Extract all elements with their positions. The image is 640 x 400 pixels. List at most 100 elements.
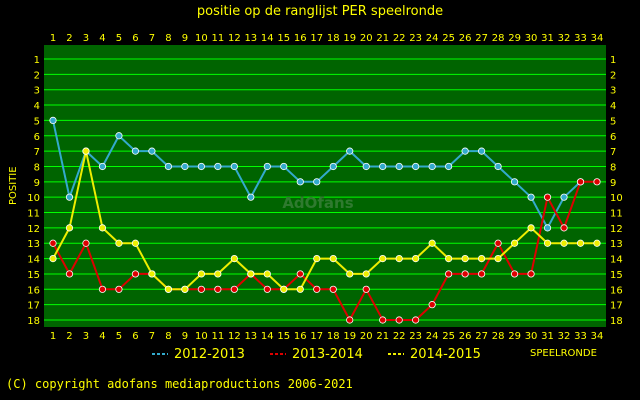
legend-item-2012-2013: 2012-2013 — [152, 346, 245, 362]
data-point-2014-2015 — [82, 147, 90, 155]
data-point-2013-2014 — [461, 270, 469, 278]
x-tick-label-top: 28 — [492, 33, 505, 44]
x-tick-label-bottom: 16 — [294, 331, 307, 342]
data-point-2012-2013 — [329, 162, 337, 171]
x-tick-label-bottom: 13 — [244, 331, 257, 342]
x-tick-label-bottom: 14 — [261, 331, 274, 342]
x-tick-label-top: 17 — [310, 33, 323, 44]
data-point-2012-2013 — [445, 162, 453, 171]
data-point-2012-2013 — [362, 162, 370, 171]
legend-label-2012-2013: 2012-2013 — [174, 346, 245, 362]
x-tick-label-bottom: 31 — [541, 331, 554, 342]
data-point-2014-2015 — [560, 239, 568, 247]
data-point-2012-2013 — [395, 162, 403, 171]
data-point-2012-2013 — [379, 162, 387, 171]
x-tick-label-top: 10 — [195, 33, 208, 44]
x-tick-label-top: 1 — [50, 33, 56, 44]
y-tick-label-left: 14 — [27, 255, 40, 266]
data-point-2013-2014 — [543, 193, 552, 201]
y-tick-label-right: 14 — [610, 255, 623, 266]
x-tick-label-bottom: 25 — [442, 331, 455, 342]
x-tick-label-bottom: 20 — [360, 331, 373, 342]
x-tick-label-bottom: 17 — [310, 331, 323, 342]
y-tick-label-left: 9 — [34, 178, 40, 189]
x-tick-label-top: 16 — [294, 33, 307, 44]
x-tick-label-top: 9 — [182, 33, 188, 44]
x-tick-label-bottom: 2 — [66, 331, 72, 342]
x-tick-label-top: 13 — [244, 33, 257, 44]
data-point-2012-2013 — [65, 193, 74, 201]
x-tick-label-bottom: 1 — [50, 331, 56, 342]
x-tick-label-top: 2 — [66, 33, 72, 44]
x-tick-label-top: 18 — [327, 33, 340, 44]
data-point-2012-2013 — [115, 132, 123, 140]
x-tick-label-top: 27 — [475, 33, 488, 44]
legend-marker-2012-2013 — [152, 353, 168, 355]
y-tick-label-right: 5 — [610, 116, 616, 127]
data-point-2013-2014 — [412, 316, 420, 324]
x-tick-label-top: 14 — [261, 33, 274, 44]
x-tick-label-bottom: 27 — [475, 331, 488, 342]
data-point-2014-2015 — [329, 254, 337, 263]
y-tick-label-left: 13 — [27, 239, 40, 250]
y-tick-label-right: 9 — [610, 178, 616, 189]
x-tick-label-top: 31 — [541, 33, 554, 44]
x-tick-label-bottom: 33 — [574, 331, 587, 342]
data-point-2014-2015 — [296, 285, 304, 293]
data-point-2014-2015 — [280, 285, 288, 293]
x-tick-label-top: 15 — [277, 33, 290, 44]
x-tick-label-bottom: 19 — [343, 331, 356, 342]
x-tick-label-bottom: 3 — [83, 331, 89, 342]
copyright-text: (C) copyright adofans mediaproductions 2… — [6, 377, 353, 391]
x-tick-label-bottom: 28 — [492, 331, 505, 342]
legend-marker-2013-2014 — [270, 353, 286, 355]
x-tick-label-bottom: 24 — [426, 331, 439, 342]
x-tick-label-bottom: 6 — [132, 331, 138, 342]
y-tick-label-left: 4 — [34, 101, 40, 112]
x-tick-label-bottom: 22 — [393, 331, 406, 342]
data-point-2012-2013 — [296, 178, 304, 186]
y-tick-label-right: 12 — [610, 224, 623, 235]
x-tick-label-top: 33 — [574, 33, 587, 44]
data-point-2013-2014 — [494, 239, 502, 247]
data-point-2012-2013 — [247, 193, 255, 201]
data-point-2014-2015 — [230, 254, 238, 263]
x-tick-label-bottom: 29 — [508, 331, 521, 342]
y-tick-label-right: 4 — [610, 101, 616, 112]
data-point-2012-2013 — [494, 162, 502, 171]
data-point-2012-2013 — [148, 147, 156, 155]
x-tick-label-top: 19 — [343, 33, 356, 44]
y-tick-label-right: 11 — [610, 209, 623, 220]
data-point-2014-2015 — [164, 285, 172, 293]
data-point-2013-2014 — [82, 239, 90, 247]
x-tick-label-bottom: 26 — [459, 331, 472, 342]
data-point-2012-2013 — [346, 147, 354, 155]
x-tick-label-top: 32 — [558, 33, 571, 44]
x-tick-label-bottom: 10 — [195, 331, 208, 342]
y-tick-label-left: 5 — [34, 116, 40, 127]
data-point-2012-2013 — [428, 162, 436, 171]
y-tick-label-right: 13 — [610, 239, 623, 250]
data-point-2013-2014 — [65, 270, 74, 278]
y-tick-label-left: 6 — [34, 132, 40, 143]
data-point-2014-2015 — [197, 270, 205, 278]
x-tick-label-bottom: 21 — [376, 331, 389, 342]
data-point-2014-2015 — [313, 254, 321, 263]
legend-item-2013-2014: 2013-2014 — [270, 346, 363, 362]
data-point-2012-2013 — [313, 178, 321, 186]
data-point-2014-2015 — [362, 270, 370, 278]
data-point-2014-2015 — [510, 239, 519, 247]
data-point-2014-2015 — [181, 285, 189, 293]
y-tick-label-left: 15 — [27, 270, 40, 281]
y-tick-label-right: 18 — [610, 316, 623, 327]
data-point-2013-2014 — [445, 270, 453, 278]
y-tick-label-left: 11 — [27, 209, 40, 220]
chart-title: positie op de ranglijst PER speelronde — [196, 4, 444, 19]
data-point-2012-2013 — [560, 193, 568, 201]
data-point-2014-2015 — [494, 254, 502, 263]
x-tick-label-bottom: 18 — [327, 331, 340, 342]
watermark-logo: AdOfans — [282, 194, 353, 212]
y-tick-label-left: 3 — [34, 86, 40, 97]
data-point-2014-2015 — [395, 254, 403, 263]
x-tick-label-bottom: 12 — [228, 331, 241, 342]
